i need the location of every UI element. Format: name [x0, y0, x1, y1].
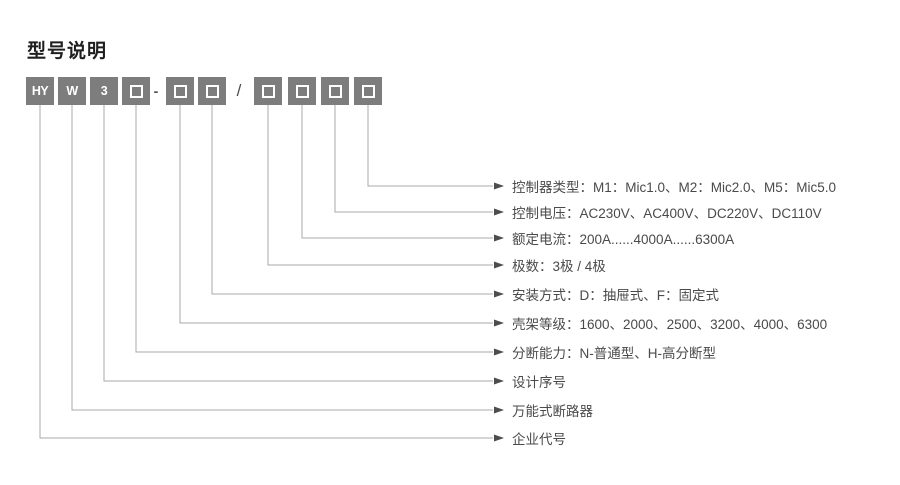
arrow-right-icon	[494, 406, 504, 414]
connector-line	[135, 105, 493, 353]
connector-line	[179, 105, 493, 324]
code-box-w: W	[58, 77, 86, 105]
slot-box	[198, 77, 226, 105]
code-box-3: 3	[90, 77, 118, 105]
arrow-right-icon	[494, 261, 504, 269]
legend-label: 极数：3极 / 4极	[512, 259, 606, 274]
connector-line	[334, 105, 493, 213]
slot-box	[354, 77, 382, 105]
legend-label: 控制电压：AC230V、AC400V、DC220V、DC110V	[512, 206, 822, 221]
connector-line	[267, 105, 493, 266]
legend-label: 万能式断路器	[512, 404, 593, 419]
legend-label: 控制器类型：M1：Mic1.0、M2：Mic2.0、M5：Mic5.0	[512, 180, 837, 195]
slot-square-icon	[361, 84, 375, 98]
code-box-hy: HY	[26, 77, 54, 105]
connector-line	[71, 105, 493, 411]
slot-square-icon	[129, 84, 143, 98]
legend-label: 壳架等级：1600、2000、2500、3200、4000、6300	[512, 317, 828, 332]
arrow-right-icon	[494, 208, 504, 216]
legend-label: 设计序号	[512, 375, 566, 390]
arrow-right-icon	[494, 377, 504, 385]
legend-label: 额定电流：200A......4000A......6300A	[512, 232, 735, 247]
connector-line	[39, 105, 493, 439]
slot-square-icon	[328, 84, 342, 98]
separator-dash: -	[153, 83, 159, 99]
legend-label: 企业代号	[512, 432, 566, 447]
arrow-right-icon	[494, 234, 504, 242]
slot-square-icon	[261, 84, 275, 98]
arrow-right-icon	[494, 434, 504, 442]
legend-label: 安装方式：D：抽屉式、F：固定式	[512, 288, 719, 303]
arrow-right-icon	[494, 319, 504, 327]
connector-line	[103, 105, 493, 382]
arrow-right-icon	[494, 182, 504, 190]
connector-line	[301, 105, 493, 239]
slot-box	[321, 77, 349, 105]
slot-square-icon	[173, 84, 187, 98]
separator-slash: /	[236, 81, 242, 100]
slot-box	[288, 77, 316, 105]
slot-square-icon	[205, 84, 219, 98]
connector-line	[367, 105, 493, 187]
arrow-right-icon	[494, 290, 504, 298]
legend-label: 分断能力：N-普通型、H-高分断型	[512, 346, 716, 361]
slot-square-icon	[295, 84, 309, 98]
slot-box	[122, 77, 150, 105]
arrow-right-icon	[494, 348, 504, 356]
page-title: 型号说明	[27, 41, 108, 62]
slot-box	[166, 77, 194, 105]
slot-box	[254, 77, 282, 105]
connector-line	[211, 105, 493, 295]
